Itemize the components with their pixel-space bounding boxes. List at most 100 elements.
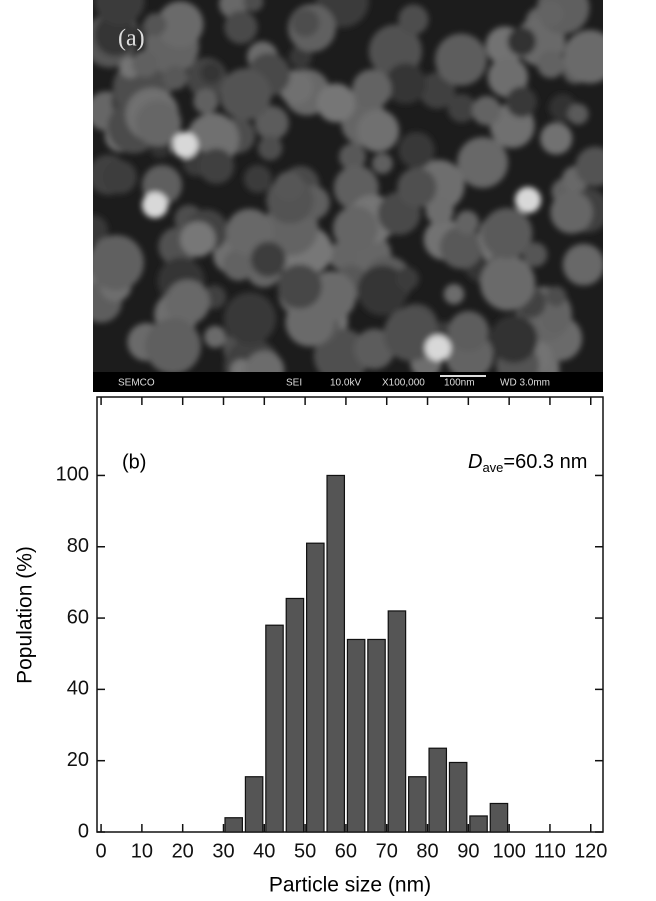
bar [326, 474, 346, 833]
particle [224, 10, 258, 44]
bar [428, 747, 448, 833]
particle [550, 191, 593, 234]
x-tick-label: 10 [131, 840, 153, 862]
x-tick-label: 80 [416, 840, 438, 862]
particle [250, 241, 286, 277]
particle [277, 264, 322, 309]
panel-label: (b) [122, 451, 146, 473]
x-tick-label: 20 [172, 840, 194, 862]
particle [243, 0, 264, 12]
particle [448, 311, 489, 352]
bar [346, 638, 366, 833]
x-tick-label: 70 [376, 840, 398, 862]
particle [522, 242, 548, 267]
particle [254, 105, 289, 141]
particle [540, 122, 573, 155]
bar [448, 761, 468, 833]
particle [471, 96, 502, 126]
info-item: SEMCO [118, 378, 155, 389]
particle [219, 68, 272, 121]
bright-particle [425, 335, 451, 361]
particle [435, 33, 488, 86]
bright-particle [142, 192, 168, 218]
info-item: 100nm [444, 378, 475, 389]
particle [291, 8, 320, 37]
y-axis-title: Population (%) [14, 546, 37, 684]
particle [165, 279, 210, 325]
particle [418, 72, 456, 109]
y-tick-label: 0 [78, 820, 89, 842]
particle [562, 243, 603, 286]
particle [356, 109, 400, 152]
particle [204, 325, 227, 348]
particle [480, 255, 536, 311]
info-text: SEMCO SEI 10.0kV X100,000 100nm WD 3.0mm [118, 375, 550, 389]
particle [244, 350, 285, 372]
particle [339, 143, 366, 171]
y-tick-label: 20 [67, 749, 89, 771]
particle [289, 45, 312, 69]
particle [222, 249, 255, 281]
bright-particle [515, 187, 541, 213]
particle [563, 30, 603, 84]
info-item: 10.0kV [330, 378, 361, 389]
particle [274, 171, 304, 201]
x-tick-label: 120 [574, 840, 607, 862]
x-tick-label: 100 [492, 840, 525, 862]
particle [447, 93, 476, 123]
annotation-text: =60.3 nm [503, 451, 587, 473]
particle [93, 215, 108, 244]
particle [357, 265, 408, 316]
particle [537, 50, 565, 79]
particle [542, 305, 570, 333]
particle [145, 318, 201, 372]
particle [193, 88, 219, 114]
particle [198, 148, 235, 184]
particle [223, 292, 277, 345]
bar [306, 542, 325, 833]
particle [93, 235, 144, 291]
y-tick-label: 60 [67, 606, 89, 628]
particle [398, 131, 435, 169]
particle [439, 226, 483, 269]
particle [157, 1, 204, 48]
particle [457, 137, 508, 188]
particle [545, 286, 567, 307]
x-tick-label: 110 [534, 840, 566, 862]
particle [489, 315, 538, 363]
x-tick-label: 90 [457, 840, 479, 862]
bar [224, 817, 244, 833]
particle [103, 160, 137, 194]
particle [180, 221, 216, 257]
annotation: Dave=60.3 nm [468, 451, 587, 475]
x-tick-label: 50 [294, 840, 316, 862]
image-label: (a) [118, 26, 145, 52]
particle [257, 135, 283, 161]
particle [575, 146, 603, 187]
x-tick-label: 30 [212, 840, 234, 862]
particle [506, 86, 537, 118]
particle [163, 65, 188, 90]
particle [333, 205, 378, 251]
particle [425, 197, 454, 225]
x-tick-label: 40 [253, 840, 275, 862]
bar [244, 776, 264, 833]
x-tick-label: 60 [335, 840, 357, 862]
particle [507, 27, 537, 56]
particle [395, 267, 420, 291]
particles [93, 0, 603, 372]
bar [387, 610, 407, 833]
particle [243, 164, 272, 193]
particle [398, 4, 429, 35]
bar [469, 815, 488, 833]
particle [567, 103, 589, 125]
particle [135, 100, 182, 147]
y-tick-label: 100 [56, 464, 89, 486]
y-tick-label: 40 [67, 678, 89, 700]
particle [397, 167, 437, 208]
info-item: SEI [286, 378, 302, 389]
particle [385, 63, 427, 105]
particle [372, 153, 393, 174]
particle [383, 306, 438, 362]
